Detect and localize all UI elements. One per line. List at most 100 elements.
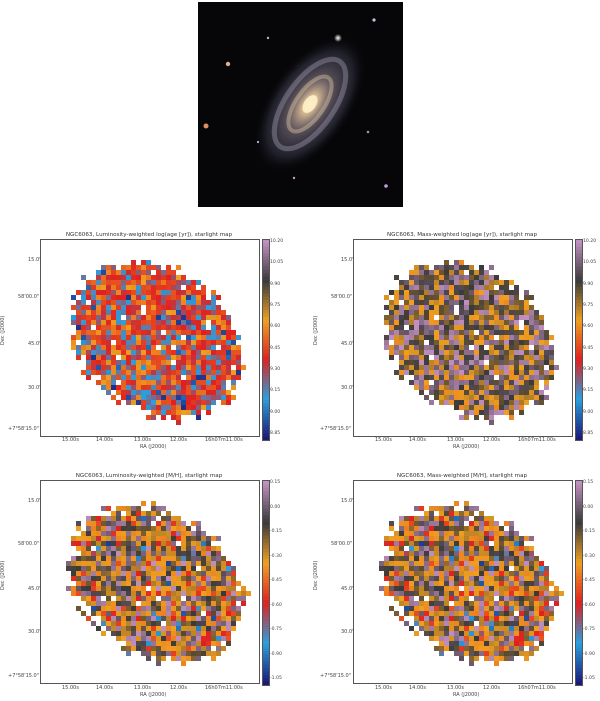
colorbar-tick: -0.60 — [270, 602, 282, 608]
panel-title: NGC6063, Mass-weighted log(age [yr]), st… — [386, 232, 537, 238]
x-tick: 13.00s — [447, 437, 464, 443]
colorbar-tick: -0.60 — [583, 602, 595, 608]
x-tick: 13.00s — [134, 437, 151, 443]
y-axis-label: Dec (J2000) — [313, 560, 319, 590]
colorbar-tick: 9.15 — [270, 388, 281, 394]
colorbar-tick: -0.45 — [583, 578, 595, 583]
x-tick: 16h07m11.00s — [205, 685, 243, 691]
colorbar-tick: 10.05 — [270, 260, 284, 266]
map-frame — [40, 480, 260, 684]
colorbar-tick: -0.15 — [270, 529, 282, 534]
colorbar-tick: -0.75 — [270, 627, 282, 632]
x-axis-label: RA (J2000) — [453, 444, 480, 450]
colorbar-tick: 0.00 — [583, 504, 594, 510]
y-axis-label: Dec (J2000) — [313, 315, 319, 345]
x-tick: 15.00s — [375, 437, 392, 443]
colorbar-tick: 9.00 — [583, 409, 594, 415]
colorbar-tick: 9.30 — [583, 367, 594, 372]
y-tick: 58'00.0" — [331, 294, 353, 300]
stellar-pop-map — [384, 260, 559, 425]
x-tick: 13.00s — [447, 685, 464, 691]
x-tick: 12.00s — [170, 685, 187, 691]
colorbar-tick: -0.90 — [583, 651, 595, 657]
y-tick: +7°58'15.0" — [320, 673, 352, 679]
x-tick: 12.00s — [170, 437, 187, 443]
y-tick: 45.0" — [341, 586, 355, 592]
x-tick: 15.00s — [62, 685, 79, 691]
x-tick: 16h07m11.00s — [518, 685, 556, 691]
colorbar-tick: 9.45 — [270, 345, 281, 351]
colorbar-tick: 8.85 — [270, 431, 281, 436]
panel-title: NGC6063, Mass-weighted [M/H], starlight … — [396, 473, 528, 479]
colorbar-tick: -0.75 — [583, 627, 595, 632]
x-tick: 16h07m11.00s — [518, 437, 556, 443]
y-tick: 15.0" — [28, 498, 42, 504]
stellar-pop-map — [71, 260, 246, 425]
x-tick: 16h07m11.00s — [205, 437, 243, 443]
y-axis-label: Dec (J2000) — [0, 560, 6, 590]
colorbar-tick: 0.15 — [270, 480, 281, 485]
x-axis-label: RA (J2000) — [140, 444, 167, 450]
map-frame — [353, 480, 573, 684]
y-tick: +7°58'15.0" — [320, 426, 352, 432]
colorbar-tick: 9.30 — [270, 367, 281, 372]
colorbar — [262, 239, 270, 441]
y-tick: 30.0" — [341, 385, 355, 391]
colorbar-tick: 9.90 — [583, 281, 594, 287]
colorbar-tick: 9.90 — [270, 281, 281, 287]
colorbar-tick: -0.90 — [270, 651, 282, 657]
colorbar-tick: -0.15 — [583, 529, 595, 534]
panel-title: NGC6063, Luminosity-weighted log(age [yr… — [65, 232, 233, 238]
x-tick: 13.00s — [134, 685, 151, 691]
x-tick: 14.00s — [409, 685, 426, 691]
y-axis-label: Dec (J2000) — [0, 315, 6, 345]
y-tick: 15.0" — [28, 257, 42, 263]
colorbar-tick: 0.00 — [270, 504, 281, 510]
x-tick: 12.00s — [483, 437, 500, 443]
y-tick: +7°58'15.0" — [8, 673, 40, 679]
colorbar — [262, 480, 270, 686]
colorbar-tick: 9.75 — [270, 303, 281, 308]
colorbar — [575, 239, 583, 441]
colorbar-tick: 9.15 — [583, 388, 594, 394]
x-axis-label: RA (J2000) — [140, 692, 167, 698]
colorbar-tick: 9.60 — [583, 324, 594, 330]
colorbar-tick: -1.05 — [270, 676, 282, 681]
colorbar-tick: 9.75 — [583, 303, 594, 308]
colorbar-tick: -0.45 — [270, 578, 282, 583]
panel-title: NGC6063, Luminosity-weighted [M/H], star… — [75, 473, 223, 479]
colorbar-tick: 8.85 — [583, 431, 594, 436]
colorbar-tick: 10.05 — [583, 260, 597, 266]
y-tick: 15.0" — [341, 498, 355, 504]
colorbar-tick: 9.60 — [270, 324, 281, 330]
colorbar-tick: -0.30 — [583, 553, 595, 559]
map-frame — [40, 239, 260, 437]
colorbar-tick: 0.15 — [583, 480, 594, 485]
y-tick: 30.0" — [341, 629, 355, 635]
x-tick: 15.00s — [62, 437, 79, 443]
x-tick: 14.00s — [409, 437, 426, 443]
colorbar-tick: -0.30 — [270, 553, 282, 559]
y-tick: 58'00.0" — [18, 541, 40, 547]
map-frame — [353, 239, 573, 437]
y-tick: 30.0" — [28, 629, 42, 635]
y-tick: 45.0" — [341, 341, 355, 347]
colorbar-tick: 9.45 — [583, 345, 594, 351]
colorbar-tick: 9.00 — [270, 409, 281, 415]
colorbar-tick: 10.20 — [583, 239, 597, 244]
x-tick: 12.00s — [483, 685, 500, 691]
galaxy-image — [198, 2, 403, 207]
colorbar-tick: -1.05 — [583, 676, 595, 681]
x-tick: 14.00s — [96, 685, 113, 691]
y-tick: 30.0" — [28, 385, 42, 391]
stellar-pop-map — [66, 501, 251, 666]
y-tick: 45.0" — [28, 586, 42, 592]
y-tick: 58'00.0" — [18, 294, 40, 300]
y-tick: 58'00.0" — [331, 541, 353, 547]
stellar-pop-map — [379, 501, 564, 666]
x-axis-label: RA (J2000) — [453, 692, 480, 698]
x-tick: 14.00s — [96, 437, 113, 443]
colorbar — [575, 480, 583, 686]
y-tick: 15.0" — [341, 257, 355, 263]
x-tick: 15.00s — [375, 685, 392, 691]
